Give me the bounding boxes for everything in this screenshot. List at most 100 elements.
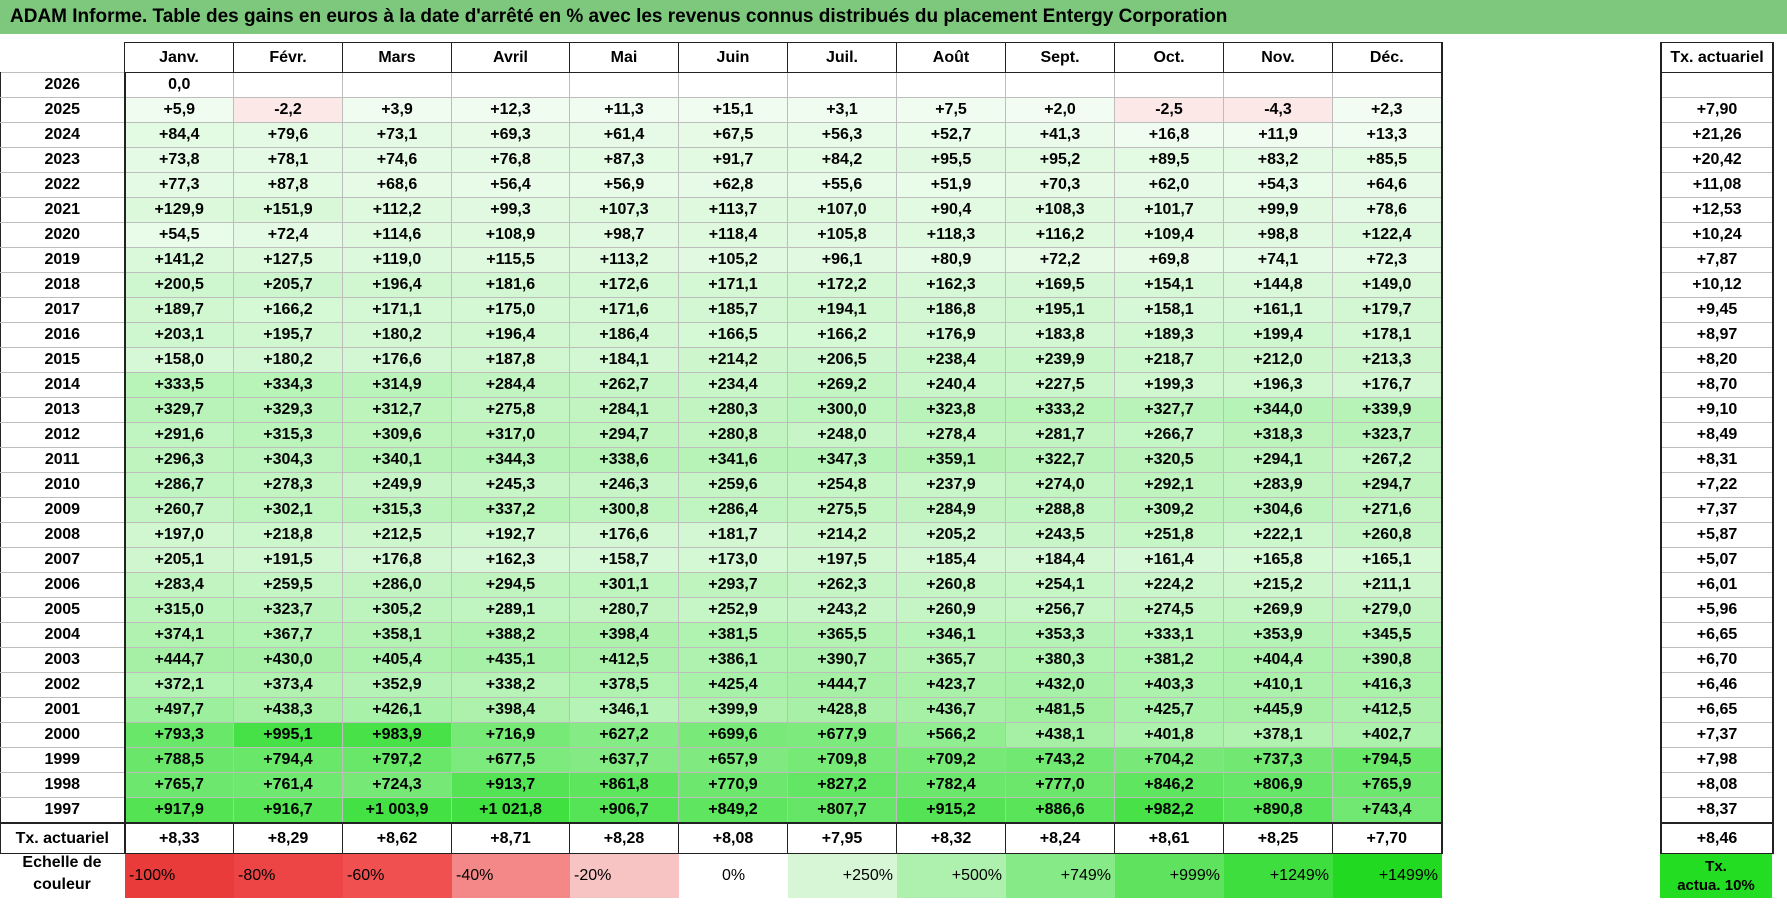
- value-cell: +184,4: [1005, 547, 1115, 573]
- value-cell: +906,7: [569, 797, 679, 824]
- value-cell: +15,1: [678, 97, 788, 123]
- value-cell: +302,1: [233, 497, 343, 523]
- value-cell: +211,1: [1332, 572, 1443, 598]
- year-cell: 2000: [0, 722, 126, 748]
- color-scale-label: Echelle de couleur: [0, 852, 124, 902]
- year-cell: 2014: [0, 372, 126, 398]
- table-row: 2014 +333,5 +334,3 +314,9 +284,4 +262,7 +234,4…: [0, 372, 1443, 398]
- value-cell: +445,9: [1223, 697, 1333, 723]
- value-cell: +169,5: [1005, 272, 1115, 298]
- value-cell: +245,3: [451, 472, 570, 498]
- value-cell: +293,7: [678, 572, 788, 598]
- value-cell: +322,7: [1005, 447, 1115, 473]
- tx-row: +21,26: [1660, 122, 1774, 148]
- footer-value-cell: +8,71: [451, 822, 570, 854]
- value-cell: [233, 72, 343, 98]
- value-cell: +359,1: [896, 447, 1006, 473]
- color-scale-swatch: -60%: [343, 854, 452, 898]
- value-cell: +105,8: [787, 222, 897, 248]
- table-row: 2009 +260,7 +302,1 +315,3 +337,2 +300,8 +286,4…: [0, 497, 1443, 523]
- value-cell: +284,4: [451, 372, 570, 398]
- value-cell: [1332, 72, 1443, 98]
- value-cell: +765,7: [124, 772, 234, 798]
- value-cell: +118,4: [678, 222, 788, 248]
- value-cell: +317,0: [451, 422, 570, 448]
- tx-value-cell: +8,37: [1660, 797, 1774, 824]
- value-cell: +200,5: [124, 272, 234, 298]
- footer-value-cell: +8,33: [124, 822, 234, 854]
- month-header: Avril: [451, 42, 570, 73]
- value-cell: +158,7: [569, 547, 679, 573]
- tx-row: +7,22: [1660, 472, 1774, 498]
- table-row: 2025 +5,9 -2,2 +3,9 +12,3 +11,3 +15,1 +3,1 +7,5 +…: [0, 97, 1443, 123]
- value-cell: +108,3: [1005, 197, 1115, 223]
- color-scale-swatch: -80%: [234, 854, 343, 898]
- tx-value-cell: +6,70: [1660, 647, 1774, 673]
- value-cell: +345,5: [1332, 622, 1443, 648]
- tx-value-cell: +5,96: [1660, 597, 1774, 623]
- value-cell: +186,4: [569, 322, 679, 348]
- value-cell: +497,7: [124, 697, 234, 723]
- value-cell: +333,5: [124, 372, 234, 398]
- value-cell: +777,0: [1005, 772, 1115, 798]
- value-cell: +709,2: [896, 747, 1006, 773]
- value-cell: +323,8: [896, 397, 1006, 423]
- tx-row: +7,87: [1660, 247, 1774, 273]
- value-cell: +327,7: [1114, 397, 1224, 423]
- value-cell: +294,7: [569, 422, 679, 448]
- value-cell: -2,2: [233, 97, 343, 123]
- value-cell: +67,5: [678, 122, 788, 148]
- value-cell: +278,4: [896, 422, 1006, 448]
- tx-row: +11,08: [1660, 172, 1774, 198]
- value-cell: +184,1: [569, 347, 679, 373]
- year-cell: 2013: [0, 397, 126, 423]
- value-cell: +101,7: [1114, 197, 1224, 223]
- value-cell: +444,7: [787, 672, 897, 698]
- value-cell: +122,4: [1332, 222, 1443, 248]
- table-row: 2002 +372,1 +373,4 +352,9 +338,2 +378,5 +425,4…: [0, 672, 1443, 698]
- value-cell: +165,8: [1223, 547, 1333, 573]
- value-cell: +3,1: [787, 97, 897, 123]
- value-cell: +677,5: [451, 747, 570, 773]
- value-cell: +56,4: [451, 172, 570, 198]
- value-cell: +770,9: [678, 772, 788, 798]
- tx-value-cell: +21,26: [1660, 122, 1774, 148]
- value-cell: +238,4: [896, 347, 1006, 373]
- tx-footer-value: +8,46: [1660, 822, 1774, 854]
- year-cell: 2004: [0, 622, 126, 648]
- value-cell: +173,0: [678, 547, 788, 573]
- value-cell: +300,0: [787, 397, 897, 423]
- value-cell: +2,0: [1005, 97, 1115, 123]
- tx-value-cell: +8,31: [1660, 447, 1774, 473]
- value-cell: +70,3: [1005, 172, 1115, 198]
- tx-value-cell: +8,70: [1660, 372, 1774, 398]
- value-cell: +794,5: [1332, 747, 1443, 773]
- value-cell: +312,7: [342, 397, 452, 423]
- value-cell: +275,5: [787, 497, 897, 523]
- tx-row: +5,96: [1660, 597, 1774, 623]
- value-cell: +365,7: [896, 647, 1006, 673]
- year-cell: 2018: [0, 272, 126, 298]
- color-scale-swatch: -40%: [452, 854, 570, 898]
- value-cell: [896, 72, 1006, 98]
- value-cell: +11,3: [569, 97, 679, 123]
- value-cell: +205,2: [896, 522, 1006, 548]
- value-cell: +199,3: [1114, 372, 1224, 398]
- value-cell: +260,8: [1332, 522, 1443, 548]
- table-title: ADAM Informe. Table des gains en euros à…: [0, 0, 1787, 34]
- footer-value-cell: +8,61: [1114, 822, 1224, 854]
- value-cell: +192,7: [451, 522, 570, 548]
- value-cell: +286,7: [124, 472, 234, 498]
- value-cell: -4,3: [1223, 97, 1333, 123]
- value-cell: +716,9: [451, 722, 570, 748]
- value-cell: +127,5: [233, 247, 343, 273]
- table-row: 2000 +793,3 +995,1 +983,9 +716,9 +627,2 +699,6…: [0, 722, 1443, 748]
- tx-row: +9,45: [1660, 297, 1774, 323]
- value-cell: -2,5: [1114, 97, 1224, 123]
- value-cell: +62,0: [1114, 172, 1224, 198]
- value-cell: +95,2: [1005, 147, 1115, 173]
- value-cell: +41,3: [1005, 122, 1115, 148]
- value-cell: +99,3: [451, 197, 570, 223]
- tx-value-cell: +6,65: [1660, 622, 1774, 648]
- value-cell: +294,5: [451, 572, 570, 598]
